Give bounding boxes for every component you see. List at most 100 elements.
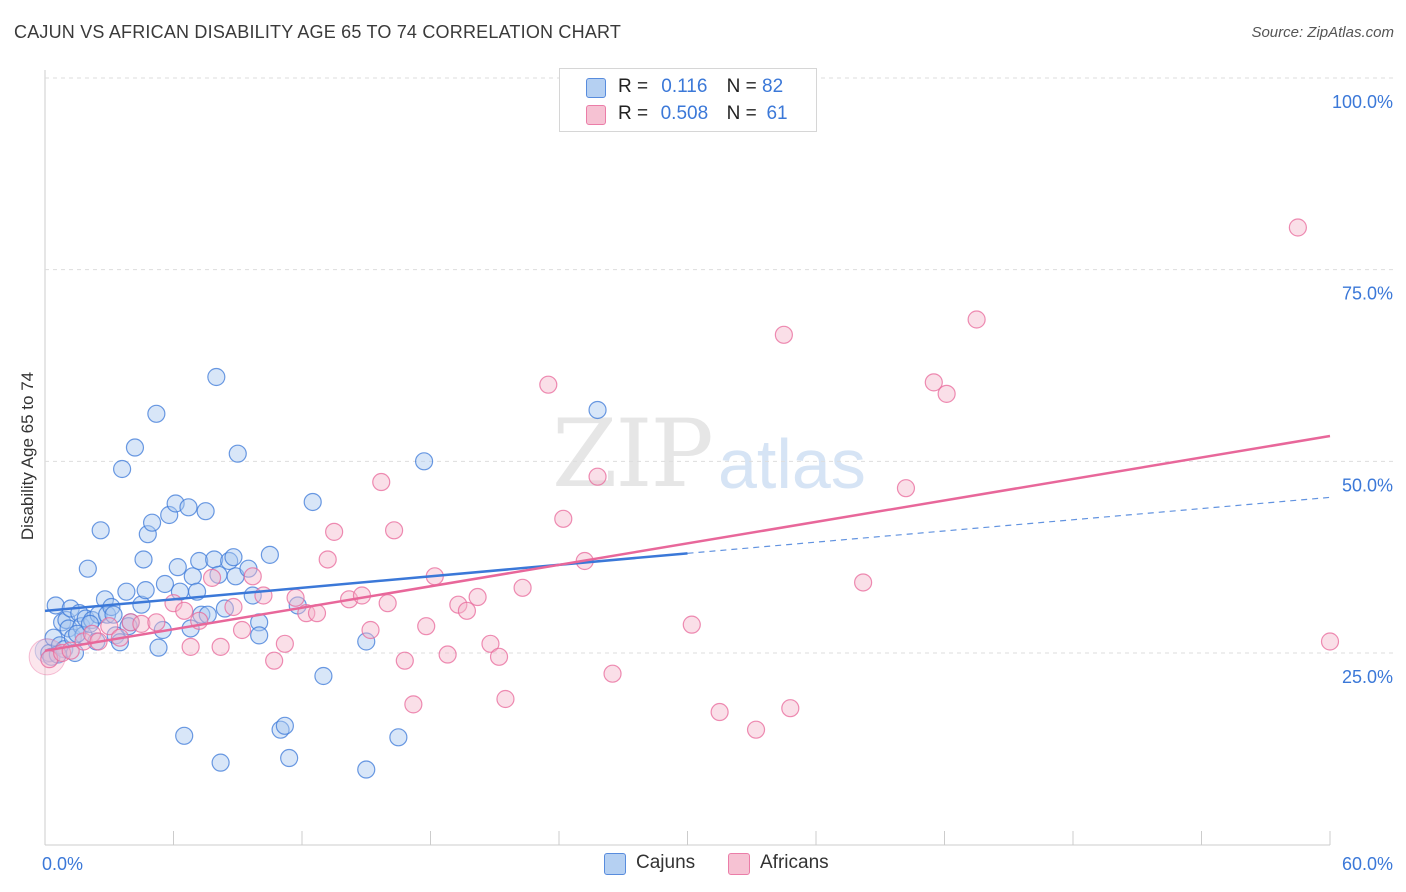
data-point-cajuns [207,367,226,387]
y-tick-label: 100.0% [1332,92,1393,112]
data-point-africans [417,617,436,636]
data-point-africans [457,601,477,620]
data-point-cajuns [211,753,230,772]
data-point-africans [682,615,701,634]
correlation-legend: R = 0.116 N = 82 R = 0.508 N = 61 [559,68,817,132]
data-point-africans [378,594,397,613]
data-point-africans [202,568,222,587]
data-point-cajuns [196,502,215,521]
legend-swatch-africans [586,105,606,125]
data-point-africans [896,479,916,498]
legend-n-value-cajuns: 82 [762,76,784,97]
data-point-cajuns [205,550,224,569]
legend-n-label: N = [726,103,763,124]
bottom-legend-label-africans: Africans [760,852,829,873]
data-point-africans [318,550,337,569]
data-point-africans [554,509,573,528]
data-point-africans [496,689,515,709]
source-label: Source: ZipAtlas.com [1251,24,1394,41]
data-point-africans [924,373,943,392]
data-point-cajuns [314,666,333,686]
data-point-africans [710,702,729,722]
data-point-cajuns [357,760,376,779]
data-point-africans [774,325,793,344]
data-point-africans [438,645,457,664]
data-point-cajuns [168,558,187,577]
trend-line-cajuns-extension [687,496,1331,554]
data-point-africans [372,472,391,492]
data-point-cajuns [78,559,97,578]
data-point-africans [147,613,166,632]
legend-r-label: R = [618,76,654,97]
data-point-cajuns [280,748,299,768]
data-point-cajuns [125,438,145,457]
data-point-africans [384,521,404,540]
data-point-africans [243,567,262,586]
data-point-cajuns [303,492,322,512]
bottom-legend-swatch-africans [728,853,750,875]
data-point-africans [468,587,487,607]
data-point-cajuns [149,638,168,657]
data-point-africans [404,695,423,714]
watermark-zip: ZIP [552,400,714,509]
data-point-africans [361,620,380,640]
bottom-legend-label-cajuns: Cajuns [636,852,696,873]
data-point-cajuns [414,452,434,471]
data-point-africans [1320,632,1340,651]
data-point-cajuns [160,505,179,525]
data-point-cajuns [183,567,202,586]
data-point-africans [588,467,607,486]
legend-r-value-cajuns: 0.116 [661,76,708,97]
x-tick-label-start: 0.0% [42,854,83,874]
data-point-cajuns [155,574,175,594]
y-tick-label: 75.0% [1342,284,1393,304]
data-point-cajuns [175,726,194,745]
legend-r-value-africans: 0.508 [660,103,709,124]
data-point-africans [489,647,509,666]
data-point-africans [603,664,622,683]
data-point-cajuns [91,521,110,540]
data-point-cajuns [275,716,294,735]
data-point-cajuns [138,525,157,544]
data-point-africans [286,588,305,607]
data-point-africans [1288,218,1307,237]
data-point-africans [539,375,558,394]
data-point-africans [265,651,284,670]
data-point-cajuns [117,582,136,601]
data-point-africans [854,573,873,592]
data-point-africans [481,634,500,653]
legend-n-value-africans: 61 [766,103,788,124]
data-point-cajuns [104,605,123,624]
data-point-cajuns [228,444,247,463]
data-point-cajuns [250,626,269,645]
legend-swatch-cajuns [586,78,606,98]
y-tick-label: 25.0% [1342,667,1393,687]
y-tick-label: 50.0% [1342,475,1393,495]
data-point-africans [513,578,532,597]
y-axis-label: Disability Age 65 to 74 [18,371,37,541]
data-point-africans [967,310,986,329]
legend-r-label: R = [618,103,654,124]
legend-n-label: N = [726,76,763,97]
data-point-africans [211,637,230,656]
data-point-africans [275,634,294,653]
data-point-africans [395,651,414,670]
data-point-cajuns [112,459,132,479]
data-point-africans [325,522,344,541]
data-point-africans [232,620,252,640]
data-point-africans [132,614,151,633]
data-point-africans [937,384,956,403]
chart-title: CAJUN VS AFRICAN DISABILITY AGE 65 TO 74… [14,22,622,42]
data-point-cajuns [136,581,155,600]
data-point-cajuns [224,548,243,567]
data-point-cajuns [389,728,408,747]
x-tick-label-end: 60.0% [1342,854,1393,874]
data-point-africans [175,601,194,620]
data-point-africans [746,720,766,739]
data-point-africans [781,699,800,718]
data-point-cajuns [132,595,151,614]
data-point-africans [100,617,119,636]
data-point-cajuns [179,498,198,517]
trend-line-africans [44,434,1331,652]
